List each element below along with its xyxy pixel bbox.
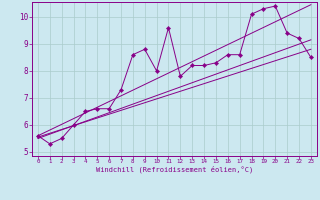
X-axis label: Windchill (Refroidissement éolien,°C): Windchill (Refroidissement éolien,°C)	[96, 166, 253, 173]
